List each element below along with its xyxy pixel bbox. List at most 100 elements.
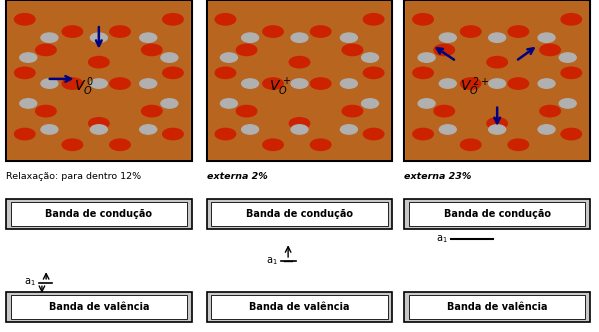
Circle shape — [364, 14, 384, 25]
Circle shape — [289, 118, 310, 129]
Circle shape — [561, 14, 582, 25]
Circle shape — [241, 125, 259, 134]
Circle shape — [538, 79, 555, 88]
Text: Relaxação: para dentro 12%: Relaxação: para dentro 12% — [6, 172, 141, 181]
Circle shape — [538, 33, 555, 42]
Circle shape — [461, 139, 481, 150]
Circle shape — [487, 56, 507, 68]
Circle shape — [561, 128, 582, 140]
Circle shape — [41, 79, 58, 88]
Circle shape — [110, 78, 130, 89]
Bar — [406, 1, 589, 160]
Bar — [211, 295, 388, 319]
Circle shape — [41, 33, 58, 42]
Circle shape — [263, 26, 283, 37]
Circle shape — [418, 99, 435, 108]
Text: Banda de valência: Banda de valência — [447, 302, 547, 312]
Circle shape — [413, 67, 433, 79]
Circle shape — [140, 125, 157, 134]
Circle shape — [540, 106, 560, 117]
Circle shape — [241, 79, 259, 88]
Text: a$_1$: a$_1$ — [24, 277, 36, 289]
Circle shape — [163, 67, 183, 79]
Circle shape — [434, 44, 455, 55]
Circle shape — [163, 128, 183, 140]
Bar — [207, 199, 392, 229]
Circle shape — [439, 125, 456, 134]
Circle shape — [342, 106, 362, 117]
Circle shape — [489, 33, 506, 42]
Circle shape — [439, 33, 456, 42]
Circle shape — [20, 99, 37, 108]
Circle shape — [310, 139, 331, 150]
Circle shape — [538, 125, 555, 134]
Bar — [409, 202, 585, 226]
Text: a$_1$: a$_1$ — [436, 233, 448, 245]
Bar — [207, 0, 392, 161]
Circle shape — [161, 53, 178, 62]
Text: Banda de valência: Banda de valência — [49, 302, 149, 312]
Bar — [11, 202, 187, 226]
Bar — [404, 199, 590, 229]
Circle shape — [364, 67, 384, 79]
Circle shape — [215, 14, 235, 25]
Circle shape — [487, 118, 507, 129]
Text: $V_O^{\,+}$: $V_O^{\,+}$ — [270, 76, 292, 98]
Circle shape — [14, 14, 35, 25]
Circle shape — [110, 139, 130, 150]
Circle shape — [418, 53, 435, 62]
Circle shape — [237, 106, 257, 117]
Circle shape — [263, 78, 283, 89]
Text: a$_1$: a$_1$ — [266, 255, 278, 267]
Circle shape — [461, 26, 481, 37]
Circle shape — [362, 53, 379, 62]
Circle shape — [90, 33, 107, 42]
Circle shape — [291, 33, 308, 42]
Bar — [6, 292, 192, 322]
Circle shape — [559, 53, 576, 62]
Circle shape — [220, 99, 237, 108]
Circle shape — [263, 139, 283, 150]
Circle shape — [508, 26, 528, 37]
Circle shape — [342, 44, 362, 55]
Circle shape — [161, 99, 178, 108]
Circle shape — [215, 67, 235, 79]
Text: Banda de condução: Banda de condução — [46, 209, 152, 219]
Circle shape — [62, 78, 83, 89]
Circle shape — [362, 99, 379, 108]
Circle shape — [508, 139, 528, 150]
Circle shape — [340, 33, 358, 42]
Circle shape — [36, 106, 56, 117]
Bar — [6, 0, 192, 161]
Circle shape — [508, 78, 528, 89]
Circle shape — [289, 56, 310, 68]
Circle shape — [310, 26, 331, 37]
Circle shape — [90, 125, 107, 134]
Text: externa 2%: externa 2% — [207, 172, 267, 181]
Circle shape — [220, 53, 237, 62]
Bar — [7, 1, 190, 160]
Text: Banda de valência: Banda de valência — [249, 302, 350, 312]
Circle shape — [62, 139, 83, 150]
Circle shape — [110, 26, 130, 37]
Circle shape — [413, 128, 433, 140]
Circle shape — [41, 125, 58, 134]
Circle shape — [340, 125, 358, 134]
Circle shape — [291, 79, 308, 88]
Circle shape — [62, 26, 83, 37]
Circle shape — [340, 79, 358, 88]
Text: Banda de condução: Banda de condução — [246, 209, 353, 219]
Circle shape — [141, 44, 162, 55]
Circle shape — [89, 118, 109, 129]
Circle shape — [434, 106, 455, 117]
Text: Banda de condução: Banda de condução — [444, 209, 550, 219]
Circle shape — [310, 78, 331, 89]
Circle shape — [439, 79, 456, 88]
Circle shape — [140, 79, 157, 88]
Bar — [11, 295, 187, 319]
Circle shape — [291, 125, 308, 134]
Circle shape — [163, 14, 183, 25]
Circle shape — [90, 79, 107, 88]
Bar — [404, 0, 590, 161]
Circle shape — [36, 44, 56, 55]
